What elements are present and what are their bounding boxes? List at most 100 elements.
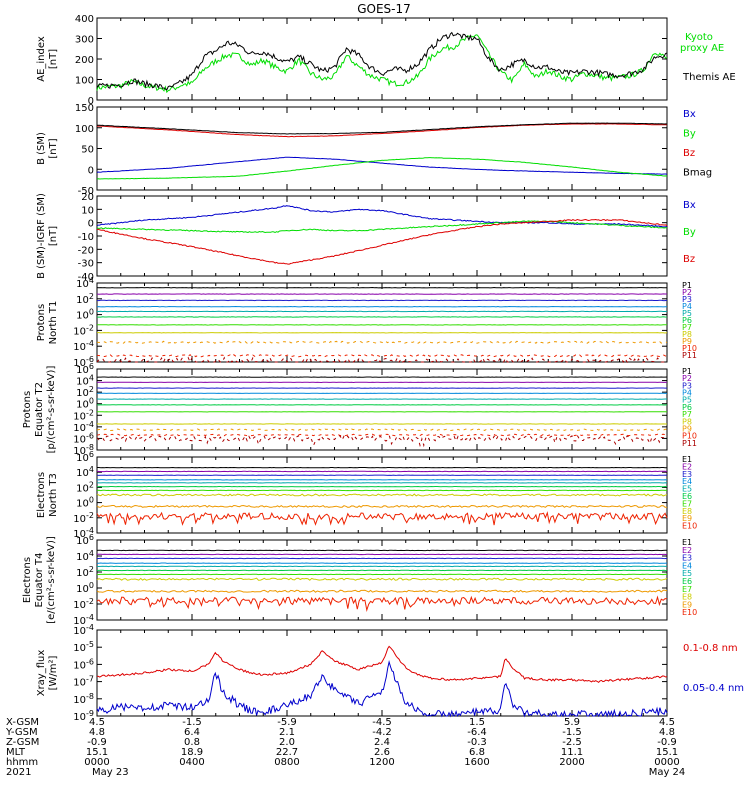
y-tick-label: -10 (78, 232, 94, 243)
footer-cell: 6.8 (469, 747, 485, 758)
y-tick-label: 150 (75, 103, 94, 114)
series-bz (96, 218, 668, 265)
axis-label: [nT] (48, 49, 59, 69)
legend-label: P10 (682, 344, 697, 353)
legend-label: P3 (682, 381, 692, 390)
footer-cell: 15.1 (656, 747, 678, 758)
series-0-05-0-4-nm (96, 660, 668, 718)
y-tick-label: -20 (78, 245, 94, 256)
y-tick-label: 10-9 (73, 709, 94, 723)
series-e10 (96, 511, 668, 526)
y-tick-label: 100 (76, 581, 94, 595)
legend-label: E3 (682, 470, 692, 479)
series-p9 (96, 428, 668, 432)
legend-label: proxy AE (680, 43, 724, 54)
y-tick-label: 106 (76, 450, 94, 464)
legend-label: P4 (682, 302, 692, 311)
legend-label: P7 (682, 410, 692, 419)
series-p11 (96, 356, 668, 364)
y-tick-label: 0 (88, 96, 94, 107)
axis-label: Protons (36, 304, 47, 341)
panel-frame (96, 629, 668, 717)
footer-cell: 5.9 (564, 717, 580, 728)
footer-cell: 6.4 (184, 727, 200, 738)
y-tick-label: -30 (78, 259, 94, 270)
footer-cell: 0400 (179, 757, 204, 768)
footer-cell: 15.1 (86, 747, 108, 758)
legend-label: P5 (682, 396, 692, 405)
y-tick-label: 102 (76, 480, 94, 494)
footer-row-label: Z-GSM (6, 737, 39, 748)
y-tick-label: 10-2 (73, 408, 94, 422)
legend-label: E7 (682, 585, 692, 594)
y-tick-label: 10-8 (73, 692, 94, 706)
axis-label: Equator T4 (34, 553, 45, 608)
y-tick-label: 10-4 (73, 623, 94, 637)
legend-label: Themis AE (682, 72, 736, 83)
series-p10 (96, 433, 668, 437)
legend-label: P8 (682, 330, 692, 339)
legend-label: E5 (682, 569, 692, 578)
footer-cell: 2.6 (374, 747, 390, 758)
footer-cell: 18.9 (181, 747, 203, 758)
legend-label: P2 (682, 374, 692, 383)
footer-cell: 22.7 (276, 747, 298, 758)
legend-label: E9 (682, 514, 692, 523)
series-e9 (96, 504, 668, 508)
footer-cell: 1600 (464, 757, 489, 768)
axis-label: B (SM)-IGRF (SM) (36, 193, 47, 279)
axis-label: Electrons (22, 557, 33, 603)
axis-label: B (SM) (36, 132, 47, 165)
y-tick-label: 100 (76, 308, 94, 322)
panel-xray: 10-4 10-5 10-6 10-7 10-8 10-9 Xray_flux [W/m²] 0… (36, 623, 744, 723)
y-tick-label: 10-7 (73, 675, 94, 689)
legend-label: By (683, 227, 696, 238)
legend-label: E2 (682, 546, 692, 555)
y-tick-label: 10-4 (73, 613, 94, 627)
axis-label: North T1 (48, 301, 59, 345)
y-tick-label: -40 (78, 272, 94, 283)
footer-cell: -0.9 (657, 737, 677, 748)
legend-label: E5 (682, 485, 692, 494)
y-tick-label: 100 (76, 496, 94, 510)
legend-label: P1 (682, 367, 692, 376)
y-tick-label: -50 (78, 186, 94, 197)
legend-label: 0.05-0.4 nm (683, 683, 744, 694)
legend-label: P3 (682, 295, 692, 304)
y-tick-label: 104 (76, 374, 94, 388)
footer-cell: 4.5 (89, 717, 105, 728)
footer-cell: -1.5 (182, 717, 202, 728)
series-bz (97, 123, 668, 138)
axis-label: Electrons (36, 472, 47, 518)
legend-label: Kyoto (685, 32, 713, 43)
series-e10 (96, 595, 668, 612)
y-tick-label: 104 (76, 465, 94, 479)
legend-label: E10 (682, 608, 697, 617)
legend-label: E4 (682, 477, 692, 486)
footer-cell: -2.5 (562, 737, 582, 748)
y-tick-label: 50 (81, 145, 94, 156)
axis-label: Protons (22, 391, 33, 428)
panel-frame (96, 368, 668, 451)
y-tick-label: 10-2 (73, 323, 94, 337)
legend-label: P9 (682, 424, 692, 433)
legend-label: P9 (682, 337, 692, 346)
panel-digrf: 20 10 0 -10 -20 -30 -40 B (SM)-IGRF (SM) [nT] Bx B… (36, 192, 696, 283)
footer-cell: 2000 (559, 757, 584, 768)
legend-label: E6 (682, 492, 692, 501)
series-themis-ae (96, 31, 668, 91)
footer-cell: -4.5 (372, 717, 392, 728)
y-tick-label: 10-2 (73, 597, 94, 611)
series-e9 (96, 589, 668, 593)
footer-cell: 0000 (84, 757, 109, 768)
footer-cell: 1200 (369, 757, 394, 768)
legend-label: P7 (682, 323, 692, 332)
axis-label: Equator T2 (34, 382, 45, 437)
axis-label: North T3 (48, 473, 59, 517)
footer-cell: -5.9 (277, 717, 297, 728)
footer-cell: 11.1 (561, 747, 583, 758)
